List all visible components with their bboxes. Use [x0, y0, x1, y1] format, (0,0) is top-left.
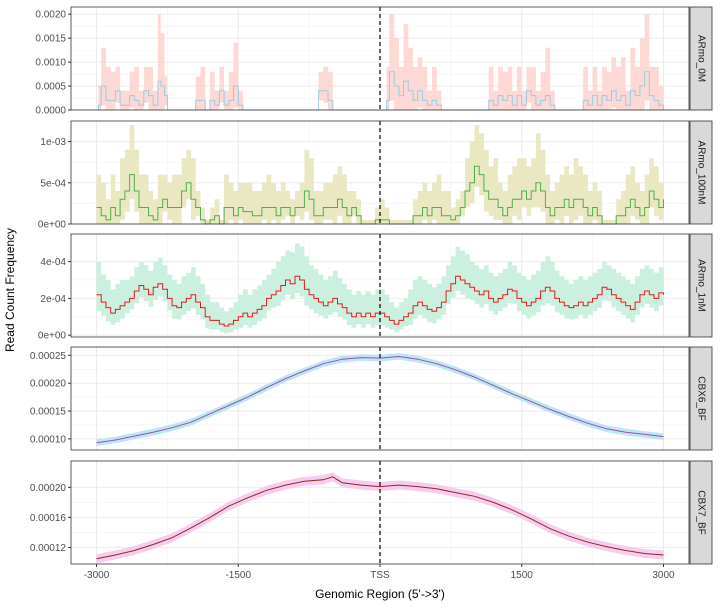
y-axis-title: Read Count Frequency: [3, 228, 17, 352]
y-tick-label: 4e-04: [40, 257, 66, 268]
y-tick-label: 0.00016: [30, 513, 67, 524]
panel-border: [70, 233, 690, 338]
series-line: [96, 71, 664, 111]
y-tick-label: 0.0020: [35, 10, 66, 21]
panel-CBX7_BF: 0.00012 0.00016 0.00020 CBX7_BF: [30, 460, 713, 565]
y-tick-label: 1e-03: [40, 137, 66, 148]
strip-background: [689, 120, 713, 225]
y-tick-label: 0e+00: [38, 220, 67, 231]
strip-label: ARmo_100nM: [695, 141, 706, 205]
y-tick-label: 0.0000: [35, 106, 66, 117]
series-line: [96, 165, 664, 225]
series-line: [96, 275, 664, 327]
panel-ARmo_1nM: 0e+00 2e-04 4e-04 ARmo_1nM: [38, 233, 713, 342]
strip-label: CBX6_BF: [695, 376, 706, 420]
y-tick-label: 0.0010: [35, 58, 66, 69]
y-tick-label: 0.00020: [30, 483, 67, 494]
x-tick-label: 1500: [511, 570, 534, 581]
panel-border: [70, 346, 690, 451]
y-tick-label: 0e+00: [38, 331, 67, 342]
panel-border: [70, 6, 690, 111]
strip-label: CBX7_BF: [695, 490, 706, 534]
strip-background: [689, 460, 713, 565]
strip-background: [689, 6, 713, 111]
series-line: [96, 355, 664, 444]
x-tick-label: TSS: [370, 570, 390, 581]
strip-background: [689, 346, 713, 451]
strip-label: ARmo_0M: [695, 35, 706, 82]
panels-group: 0.0000 0.0005 0.0010 0.0015 0.0020 ARmo_0M 0e+…: [30, 6, 713, 565]
x-axis: -3000 -1500 TSS 1500 3000: [84, 564, 675, 581]
x-tick-label: -3000: [84, 570, 110, 581]
y-tick-label: 0.00025: [30, 351, 67, 362]
x-axis-title: Genomic Region (5'->3'): [315, 587, 445, 601]
series-line: [96, 476, 664, 560]
panel-ARmo_100nM: 0e+00 5e-04 1e-03 ARmo_100nM: [38, 120, 713, 231]
y-tick-label: 0.00015: [30, 407, 67, 418]
y-tick-label: 2e-04: [40, 294, 66, 305]
y-tick-label: 5e-04: [40, 178, 66, 189]
y-tick-label: 0.0015: [35, 34, 66, 45]
x-tick-label: 3000: [652, 570, 675, 581]
y-tick-label: 0.00010: [30, 434, 67, 445]
y-tick-label: 0.00020: [30, 379, 67, 390]
strip-label: ARmo_1nM: [695, 259, 706, 312]
x-tick-label: -1500: [225, 570, 251, 581]
confidence-ribbon: [96, 243, 664, 334]
panel-CBX6_BF: 0.00010 0.00015 0.00020 0.00025 CBX6_BF: [30, 346, 713, 451]
panel-ARmo_0M: 0.0000 0.0005 0.0010 0.0015 0.0020 ARmo_0M: [35, 6, 713, 117]
panel-border: [70, 120, 690, 225]
y-tick-label: 0.00012: [30, 543, 67, 554]
y-tick-label: 0.0005: [35, 82, 66, 93]
strip-background: [689, 233, 713, 338]
